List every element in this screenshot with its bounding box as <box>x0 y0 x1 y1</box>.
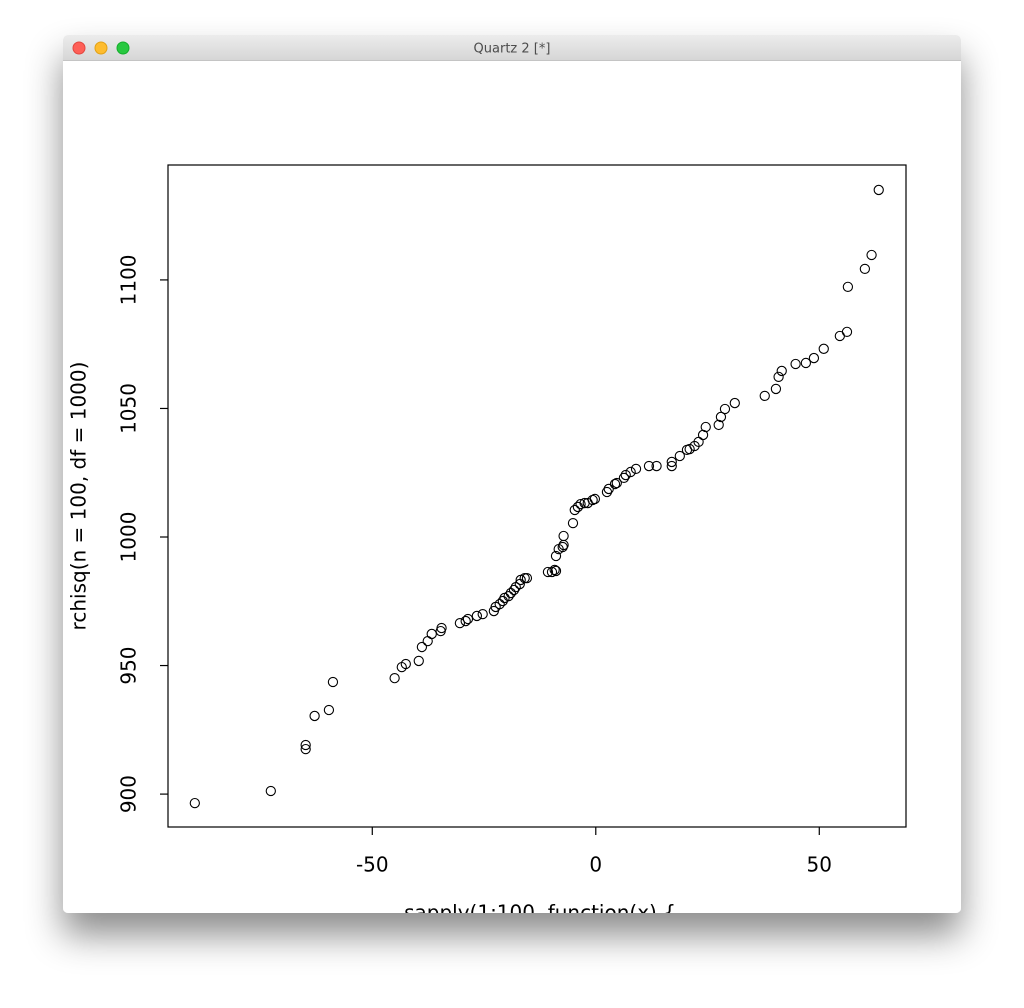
point <box>603 483 614 495</box>
point <box>729 397 740 409</box>
point <box>625 466 636 478</box>
point <box>300 743 311 755</box>
point <box>776 365 787 377</box>
x-tick-label: 50 <box>807 853 832 877</box>
close-button[interactable] <box>72 41 86 55</box>
x-tick-label: -50 <box>356 853 389 877</box>
point <box>873 184 884 196</box>
y-tick-label: 900 <box>117 775 141 813</box>
point <box>666 460 677 472</box>
point <box>601 486 613 498</box>
point <box>587 494 598 506</box>
plot: sapply(1:100, function(x) { rchisq(n = 1… <box>67 164 907 925</box>
point <box>416 641 428 653</box>
y-tick-label: 950 <box>117 646 141 684</box>
point <box>759 390 770 402</box>
point <box>265 785 276 797</box>
point <box>700 421 711 433</box>
point <box>454 617 466 629</box>
point <box>866 249 877 261</box>
point <box>300 739 311 751</box>
point <box>800 357 812 369</box>
point <box>323 704 335 716</box>
point <box>546 566 558 578</box>
point <box>521 572 533 584</box>
point <box>189 797 200 809</box>
point <box>471 610 483 622</box>
point <box>460 615 471 627</box>
point <box>549 564 560 576</box>
point <box>674 450 685 462</box>
point <box>770 383 782 395</box>
point <box>618 472 630 484</box>
point <box>609 478 621 490</box>
point <box>713 419 724 431</box>
point <box>808 352 820 364</box>
point <box>575 498 586 510</box>
zoom-button[interactable] <box>116 41 130 55</box>
point <box>818 343 829 354</box>
point <box>413 655 424 667</box>
point <box>842 281 854 293</box>
window-frame <box>63 35 961 913</box>
point <box>719 403 731 415</box>
point <box>436 622 447 634</box>
point <box>462 613 474 625</box>
y-axis-label: rchisq(n = 100, df = 1000) <box>67 362 91 631</box>
point <box>651 460 662 472</box>
point <box>859 263 871 275</box>
point <box>477 608 488 620</box>
point <box>643 460 655 472</box>
y-tick-label: 1050 <box>117 383 141 434</box>
point <box>494 598 505 610</box>
point <box>550 550 562 562</box>
point <box>666 456 677 468</box>
point <box>309 710 320 722</box>
point <box>569 504 580 516</box>
x-tick-label: 0 <box>589 853 602 877</box>
point <box>426 628 437 640</box>
point <box>558 530 569 542</box>
point <box>841 326 853 337</box>
point <box>508 584 520 596</box>
point <box>589 493 601 505</box>
minimize-button[interactable] <box>94 41 108 55</box>
x-axis-label: sapply(1:100, function(x) { <box>404 901 676 925</box>
point <box>389 672 400 684</box>
plot-box <box>167 164 907 828</box>
point <box>630 463 642 475</box>
y-tick-label: 1100 <box>117 254 141 305</box>
point <box>773 371 784 382</box>
point <box>550 565 562 577</box>
point <box>715 411 727 423</box>
window: Quartz 2 [*] <box>63 35 961 913</box>
point <box>611 477 622 489</box>
point <box>790 358 801 370</box>
point <box>327 676 339 688</box>
y-tick-label: 1000 <box>117 512 141 563</box>
point <box>503 590 514 602</box>
point <box>400 658 411 670</box>
point <box>567 517 579 529</box>
title-bar <box>63 35 961 60</box>
window-title: Quartz 2 [*] <box>474 42 551 57</box>
point <box>542 566 554 578</box>
